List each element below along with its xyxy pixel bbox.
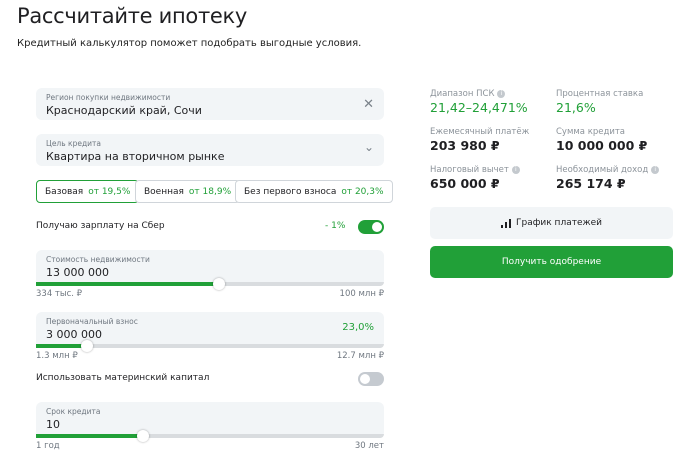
monthly-label: Ежемесячный платёж xyxy=(430,127,530,137)
payment-schedule-button[interactable]: График платежей xyxy=(430,207,673,239)
chip-rate: от 19,5% xyxy=(88,186,131,197)
chip-name: Военная xyxy=(144,186,184,197)
bar-chart-icon xyxy=(501,218,511,228)
info-icon[interactable]: i xyxy=(651,166,660,174)
monthly-value: 203 980 ₽ xyxy=(430,138,500,153)
region-value: Краснодарский край, Сочи xyxy=(46,104,202,117)
purpose-label: Цель кредита xyxy=(46,139,101,148)
property-cost-max: 100 млн ₽ xyxy=(339,289,384,299)
property-cost-min: 334 тыс. ₽ xyxy=(36,289,83,299)
region-field[interactable]: Регион покупки недвижимости Краснодарски… xyxy=(36,88,384,120)
income-value: 265 174 ₽ xyxy=(556,176,626,191)
chevron-down-icon: ⌄ xyxy=(363,140,374,154)
rate-label: Процентная ставка xyxy=(556,89,644,99)
info-icon[interactable]: i xyxy=(497,90,506,98)
sum-value: 10 000 000 ₽ xyxy=(556,138,648,153)
sum-label: Сумма кредита xyxy=(556,127,626,137)
tax-label: Налоговый вычет i xyxy=(430,165,520,175)
down-payment-min: 1.3 млн ₽ xyxy=(36,351,78,361)
chip-name: Базовая xyxy=(45,186,84,197)
info-icon[interactable]: i xyxy=(511,166,520,174)
salary-toggle[interactable] xyxy=(358,220,384,234)
property-cost-value: 13 000 000 xyxy=(46,266,109,279)
maternity-toggle[interactable] xyxy=(358,372,384,386)
term-label: Срок кредита xyxy=(46,407,101,416)
program-chip-military[interactable]: Военная от 18,9% xyxy=(135,180,241,203)
tax-value: 650 000 ₽ xyxy=(430,176,500,191)
chip-rate: от 18,9% xyxy=(188,186,232,197)
income-label: Необходимый доход i xyxy=(556,165,660,175)
term-value: 10 xyxy=(46,418,60,431)
salary-label: Получаю зарплату на Сбер xyxy=(36,221,165,231)
term-min: 1 год xyxy=(36,441,60,451)
slider-thumb[interactable] xyxy=(213,278,226,290)
term-max: 30 лет xyxy=(354,441,384,451)
term-field[interactable]: Срок кредита 10 xyxy=(36,402,384,442)
close-icon[interactable]: ✕ xyxy=(363,97,374,112)
down-payment-slider[interactable] xyxy=(36,340,384,352)
psk-label: Диапазон ПСК i xyxy=(430,89,506,99)
purpose-value: Квартира на вторичном рынке xyxy=(46,150,225,163)
down-payment-percent: 23,0% xyxy=(342,322,374,333)
get-approval-button[interactable]: Получить одобрение xyxy=(430,246,673,278)
rate-value: 21,6% xyxy=(556,100,596,115)
page-title: Рассчитайте ипотеку xyxy=(17,4,248,28)
down-payment-label: Первоначальный взнос xyxy=(46,317,138,326)
page-subtitle: Кредитный калькулятор поможет подобрать … xyxy=(17,38,362,49)
chip-rate: от 20,3% xyxy=(341,186,384,197)
down-payment-value: 3 000 000 xyxy=(46,328,102,341)
purpose-select[interactable]: Цель кредита Квартира на вторичном рынке… xyxy=(36,134,384,166)
psk-value: 21,42–24,471% xyxy=(430,100,528,115)
slider-thumb[interactable] xyxy=(136,430,149,442)
region-label: Регион покупки недвижимости xyxy=(46,93,171,102)
slider-thumb[interactable] xyxy=(81,340,94,352)
program-chip-base[interactable]: Базовая от 19,5% xyxy=(36,180,140,203)
property-cost-label: Стоимость недвижимости xyxy=(46,255,150,264)
down-payment-field[interactable]: Первоначальный взнос 3 000 000 23,0% xyxy=(36,312,384,352)
program-chip-no-down-payment[interactable]: Без первого взноса от 20,3% xyxy=(235,180,393,203)
schedule-label: График платежей xyxy=(516,218,602,228)
salary-discount: - 1% xyxy=(325,221,346,231)
chip-name: Без первого взноса xyxy=(244,186,337,197)
maternity-label: Использовать материнский капитал xyxy=(36,373,210,383)
property-cost-slider[interactable] xyxy=(36,278,384,290)
down-payment-max: 12.7 млн ₽ xyxy=(336,351,384,361)
term-slider[interactable] xyxy=(36,430,384,442)
property-cost-field[interactable]: Стоимость недвижимости 13 000 000 xyxy=(36,250,384,290)
approve-label: Получить одобрение xyxy=(501,257,602,267)
